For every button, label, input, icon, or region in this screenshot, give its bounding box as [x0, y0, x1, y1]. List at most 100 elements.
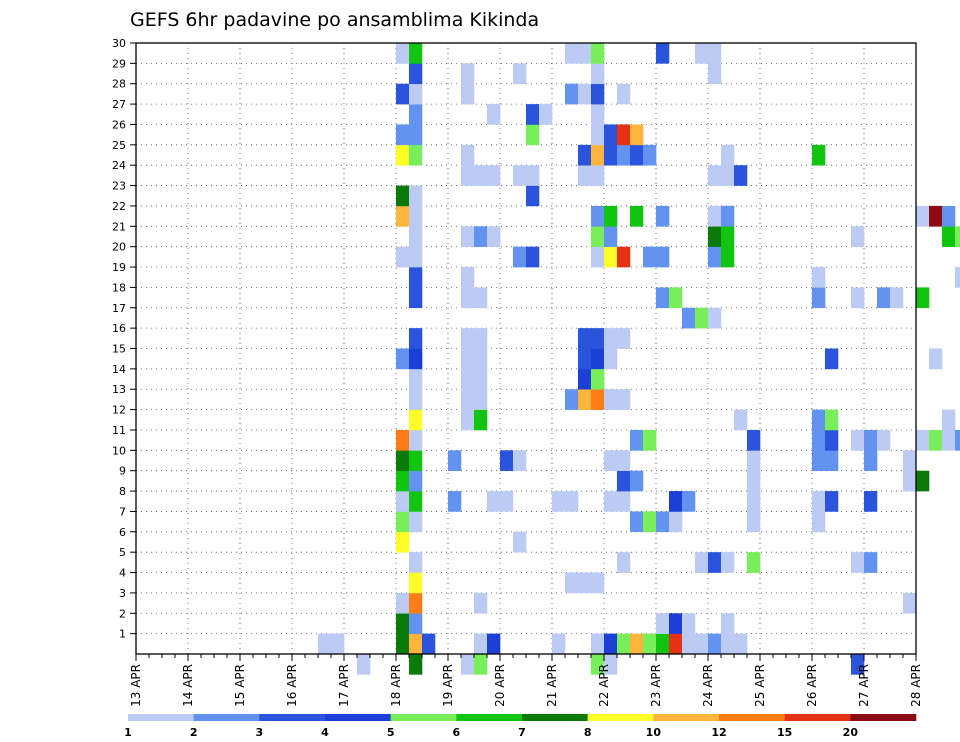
- precip-cell: [916, 470, 930, 492]
- precip-cell: [617, 144, 631, 166]
- precip-cell: [474, 409, 488, 431]
- precip-cell: [929, 429, 943, 451]
- precip-cell: [604, 633, 618, 655]
- y-tick-label: 12: [112, 404, 126, 417]
- precip-cell: [708, 205, 722, 227]
- precip-cell: [656, 43, 670, 64]
- precip-cell: [461, 267, 475, 288]
- precip-cell: [591, 572, 605, 594]
- precip-cell: [604, 124, 618, 146]
- precip-cell: [721, 205, 735, 227]
- colorbar-tick-label: 10: [646, 726, 662, 739]
- precip-cell: [604, 226, 618, 247]
- precip-cell: [526, 246, 540, 268]
- x-tick-label: 17 APR: [337, 664, 351, 707]
- precip-cell: [409, 552, 423, 573]
- precip-cell: [604, 348, 618, 370]
- precip-cell: [565, 83, 579, 105]
- precip-cell: [396, 348, 410, 370]
- precip-cell: [591, 144, 605, 166]
- precip-cell: [669, 491, 683, 512]
- x-tick-label: 28 APR: [909, 664, 923, 707]
- y-tick-label: 13: [112, 383, 126, 396]
- precip-cell: [721, 613, 735, 634]
- precip-cell: [747, 429, 761, 451]
- precip-cell: [695, 307, 709, 329]
- precip-cell: [578, 348, 592, 370]
- colorbar-tick-label: 15: [777, 726, 792, 739]
- y-tick-label: 11: [112, 424, 126, 437]
- precip-cell: [409, 450, 423, 471]
- y-tick-label: 23: [112, 180, 126, 193]
- x-tick-label: 13 APR: [129, 664, 143, 707]
- precip-cell: [669, 287, 683, 309]
- precip-cell: [591, 43, 605, 64]
- y-tick-label: 30: [112, 37, 126, 50]
- precip-cell: [578, 83, 592, 105]
- precip-cell: [565, 491, 579, 512]
- x-tick-label: 27 APR: [857, 664, 871, 707]
- precip-cell: [708, 43, 722, 64]
- precip-cell: [409, 287, 423, 309]
- colorbar-ticks: 1 2 3 4 5 6 7 8 10 12 15 20: [124, 726, 858, 739]
- colorbar-tick-label: 20: [843, 726, 859, 739]
- precip-cell: [656, 511, 670, 533]
- precip-cell: [396, 205, 410, 227]
- y-tick-label: 4: [119, 567, 126, 580]
- precip-cell: [461, 165, 475, 186]
- precip-cell: [916, 287, 930, 309]
- precip-cell: [409, 83, 423, 105]
- precip-cell: [877, 429, 891, 451]
- precip-cell: [617, 633, 631, 655]
- precip-cell: [617, 470, 631, 492]
- precip-cell: [656, 246, 670, 268]
- colorbar-swatch: [325, 714, 391, 721]
- precip-cell: [396, 124, 410, 146]
- precip-cell: [591, 368, 605, 390]
- y-tick-label: 29: [112, 57, 126, 70]
- precip-cell: [409, 328, 423, 349]
- x-tick-label: 14 APR: [181, 664, 195, 707]
- precip-cell: [513, 531, 527, 553]
- y-tick-label: 15: [112, 343, 126, 356]
- y-tick-label: 8: [119, 485, 126, 498]
- precip-cell: [409, 226, 423, 247]
- colorbar-swatch: [128, 714, 194, 721]
- precip-cell: [825, 409, 839, 431]
- precip-cell: [396, 83, 410, 105]
- colorbar-tick-label: 8: [584, 726, 592, 739]
- colorbar-swatch: [456, 714, 523, 721]
- precip-cell: [955, 267, 960, 288]
- precip-cell: [526, 165, 540, 186]
- precip-cell: [643, 633, 657, 655]
- precip-cell: [474, 633, 488, 655]
- precip-cell: [942, 429, 956, 451]
- precip-cell: [448, 491, 462, 512]
- precip-cell: [591, 83, 605, 105]
- y-tick-label: 25: [112, 139, 126, 152]
- precip-cell: [578, 328, 592, 349]
- precip-cell: [474, 592, 488, 614]
- precip-cell: [734, 165, 748, 186]
- precip-cell: [461, 63, 475, 85]
- precip-cell: [461, 328, 475, 349]
- precip-cell: [890, 287, 904, 309]
- colorbar-swatch: [587, 714, 654, 721]
- precip-cell: [513, 450, 527, 471]
- precip-cell: [409, 491, 423, 512]
- precip-cell: [409, 246, 423, 268]
- precip-cell: [617, 124, 631, 146]
- y-tick-label: 14: [112, 363, 126, 376]
- precip-cell: [500, 491, 514, 512]
- precip-cell: [591, 226, 605, 247]
- precip-cell: [656, 633, 670, 655]
- precip-cell: [409, 124, 423, 146]
- precip-cell: [747, 470, 761, 492]
- precip-cell: [409, 267, 423, 288]
- y-tick-label: 16: [112, 322, 126, 335]
- precip-cell: [903, 470, 917, 492]
- precip-cell: [721, 144, 735, 166]
- precip-cell: [578, 368, 592, 390]
- precip-cell: [396, 185, 410, 207]
- precip-cell: [409, 654, 423, 675]
